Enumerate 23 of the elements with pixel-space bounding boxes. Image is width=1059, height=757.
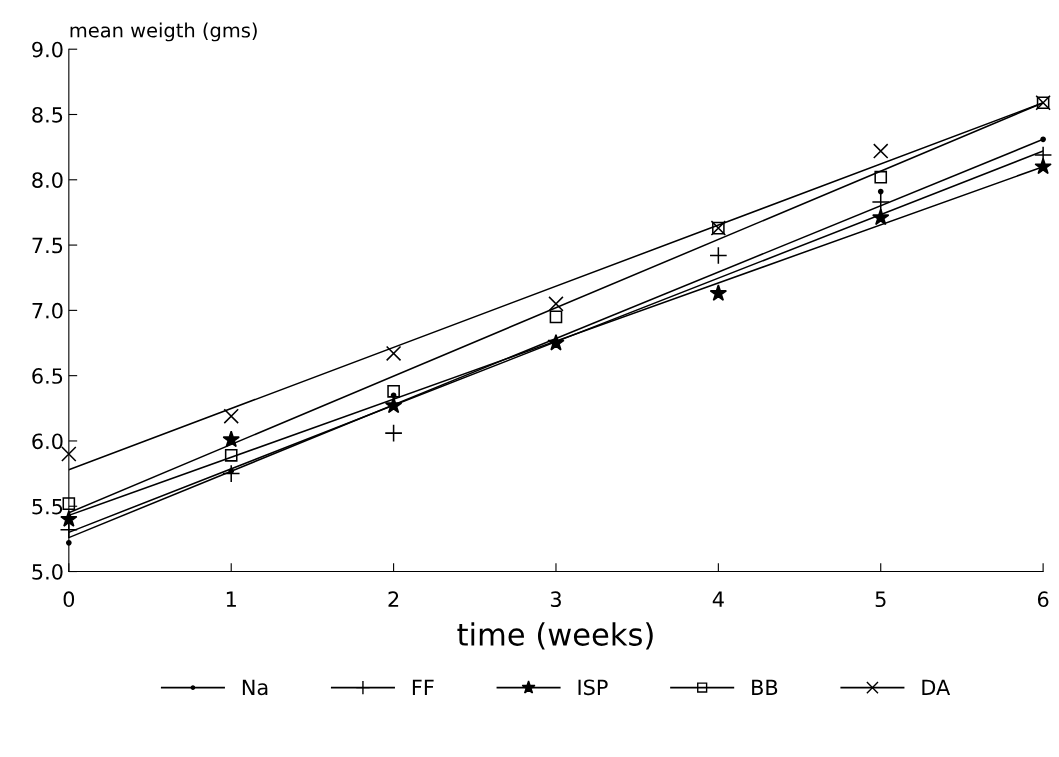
y-tick-label: 7.0 <box>32 302 63 319</box>
x-tick-label: 5 <box>875 591 886 608</box>
y-tick-label: 5.0 <box>32 563 63 580</box>
y-tick-label: 7.5 <box>32 237 63 254</box>
x-tick-label: 2 <box>388 591 399 607</box>
y-tick-label: 6.0 <box>32 433 63 450</box>
y-axis-title: mean weigth (gms) <box>70 22 257 42</box>
y-tick-label: 6.5 <box>32 368 63 384</box>
x-tick-label: 3 <box>550 591 561 608</box>
x-tick-label: 6 <box>1037 591 1049 608</box>
legend-label: DA <box>922 679 951 695</box>
y-tick-label: 8.5 <box>32 106 63 123</box>
x-tick-label: 0 <box>63 591 75 608</box>
legend-label: BB <box>752 679 778 695</box>
legend-label: FF <box>412 679 434 695</box>
x-tick-label: 4 <box>712 591 724 607</box>
y-tick-label: 5.5 <box>32 498 63 515</box>
x-axis-title: time (weeks) <box>457 622 653 650</box>
y-tick-label: 8.0 <box>32 172 63 188</box>
x-tick-label: 1 <box>226 591 236 607</box>
y-tick-label: 9.0 <box>32 41 63 58</box>
legend-label: ISP <box>578 679 608 696</box>
legend-label: Na <box>242 679 268 696</box>
